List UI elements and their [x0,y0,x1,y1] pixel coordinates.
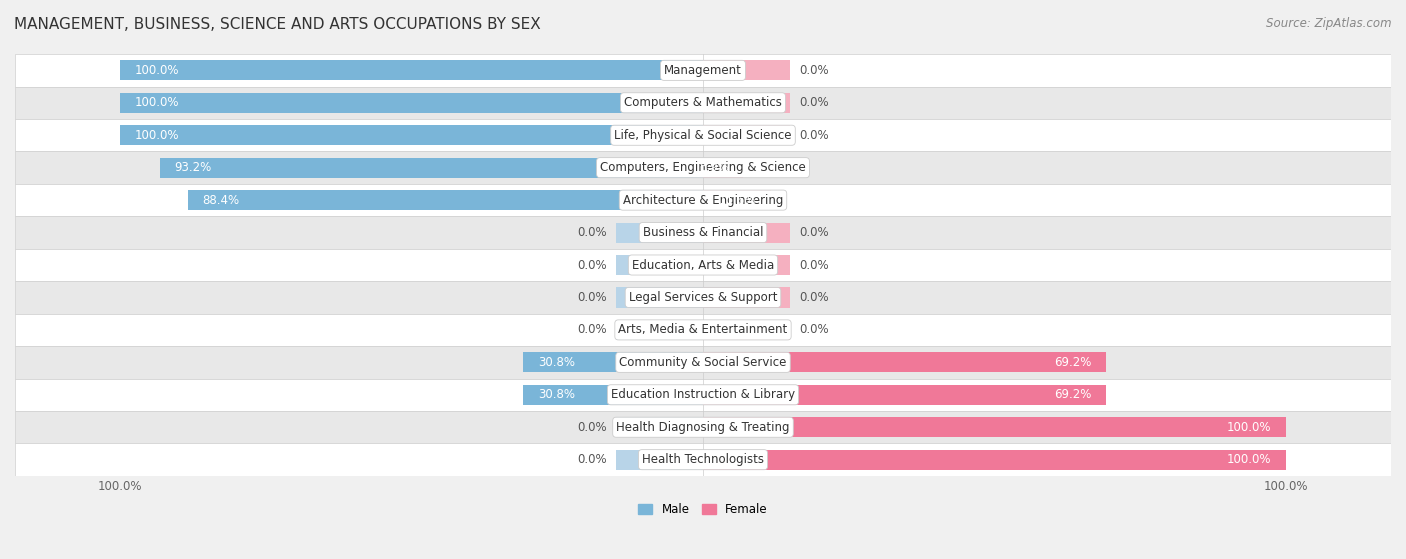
Text: Management: Management [664,64,742,77]
Text: Legal Services & Support: Legal Services & Support [628,291,778,304]
Text: Source: ZipAtlas.com: Source: ZipAtlas.com [1267,17,1392,30]
Text: 100.0%: 100.0% [1227,453,1271,466]
Bar [616,222,703,243]
Bar [15,346,1391,378]
Bar [616,449,703,470]
Text: 0.0%: 0.0% [578,258,607,272]
Text: 69.2%: 69.2% [1054,389,1092,401]
Text: 0.0%: 0.0% [799,96,828,110]
Text: 0.0%: 0.0% [799,226,828,239]
Bar [15,54,1391,87]
Bar [120,60,703,80]
Bar [15,184,1391,216]
Text: 0.0%: 0.0% [799,258,828,272]
Bar [703,60,790,80]
Text: 93.2%: 93.2% [174,161,211,174]
Bar [160,158,703,178]
Text: Computers, Engineering & Science: Computers, Engineering & Science [600,161,806,174]
Bar [703,125,790,145]
Text: 11.6%: 11.6% [718,193,756,207]
Text: 30.8%: 30.8% [538,356,575,369]
Bar [616,255,703,275]
Text: 0.0%: 0.0% [799,291,828,304]
Legend: Male, Female: Male, Female [634,498,772,520]
Text: Health Diagnosing & Treating: Health Diagnosing & Treating [616,421,790,434]
Bar [15,411,1391,443]
Bar [703,158,744,178]
Text: 100.0%: 100.0% [135,64,179,77]
Text: 0.0%: 0.0% [799,64,828,77]
Bar [616,287,703,307]
Text: Community & Social Service: Community & Social Service [619,356,787,369]
Bar [15,216,1391,249]
Text: 0.0%: 0.0% [578,324,607,337]
Text: 0.0%: 0.0% [799,129,828,142]
Text: 0.0%: 0.0% [578,291,607,304]
Bar [616,417,703,437]
Bar [15,119,1391,151]
Bar [703,190,770,210]
Bar [703,449,1286,470]
Bar [15,443,1391,476]
Text: Education, Arts & Media: Education, Arts & Media [631,258,775,272]
Bar [15,151,1391,184]
Text: 100.0%: 100.0% [1227,421,1271,434]
Bar [15,281,1391,314]
Text: 0.0%: 0.0% [799,324,828,337]
Text: Education Instruction & Library: Education Instruction & Library [612,389,794,401]
Bar [523,352,703,372]
Bar [120,93,703,113]
Text: Business & Financial: Business & Financial [643,226,763,239]
Bar [703,93,790,113]
Bar [120,125,703,145]
Bar [187,190,703,210]
Text: Life, Physical & Social Science: Life, Physical & Social Science [614,129,792,142]
Text: Computers & Mathematics: Computers & Mathematics [624,96,782,110]
Text: 6.9%: 6.9% [699,161,728,174]
Bar [703,287,790,307]
Bar [616,320,703,340]
Text: 69.2%: 69.2% [1054,356,1092,369]
Bar [15,249,1391,281]
Text: 30.8%: 30.8% [538,389,575,401]
Bar [703,385,1107,405]
Bar [15,314,1391,346]
Bar [703,352,1107,372]
Bar [703,222,790,243]
Text: 0.0%: 0.0% [578,421,607,434]
Bar [703,255,790,275]
Bar [15,378,1391,411]
Bar [15,87,1391,119]
Text: 88.4%: 88.4% [202,193,239,207]
Text: 0.0%: 0.0% [578,453,607,466]
Text: Health Technologists: Health Technologists [643,453,763,466]
Bar [703,417,1286,437]
Text: Architecture & Engineering: Architecture & Engineering [623,193,783,207]
Bar [523,385,703,405]
Text: Arts, Media & Entertainment: Arts, Media & Entertainment [619,324,787,337]
Text: 100.0%: 100.0% [135,129,179,142]
Text: MANAGEMENT, BUSINESS, SCIENCE AND ARTS OCCUPATIONS BY SEX: MANAGEMENT, BUSINESS, SCIENCE AND ARTS O… [14,17,541,32]
Bar [703,320,790,340]
Text: 0.0%: 0.0% [578,226,607,239]
Text: 100.0%: 100.0% [135,96,179,110]
